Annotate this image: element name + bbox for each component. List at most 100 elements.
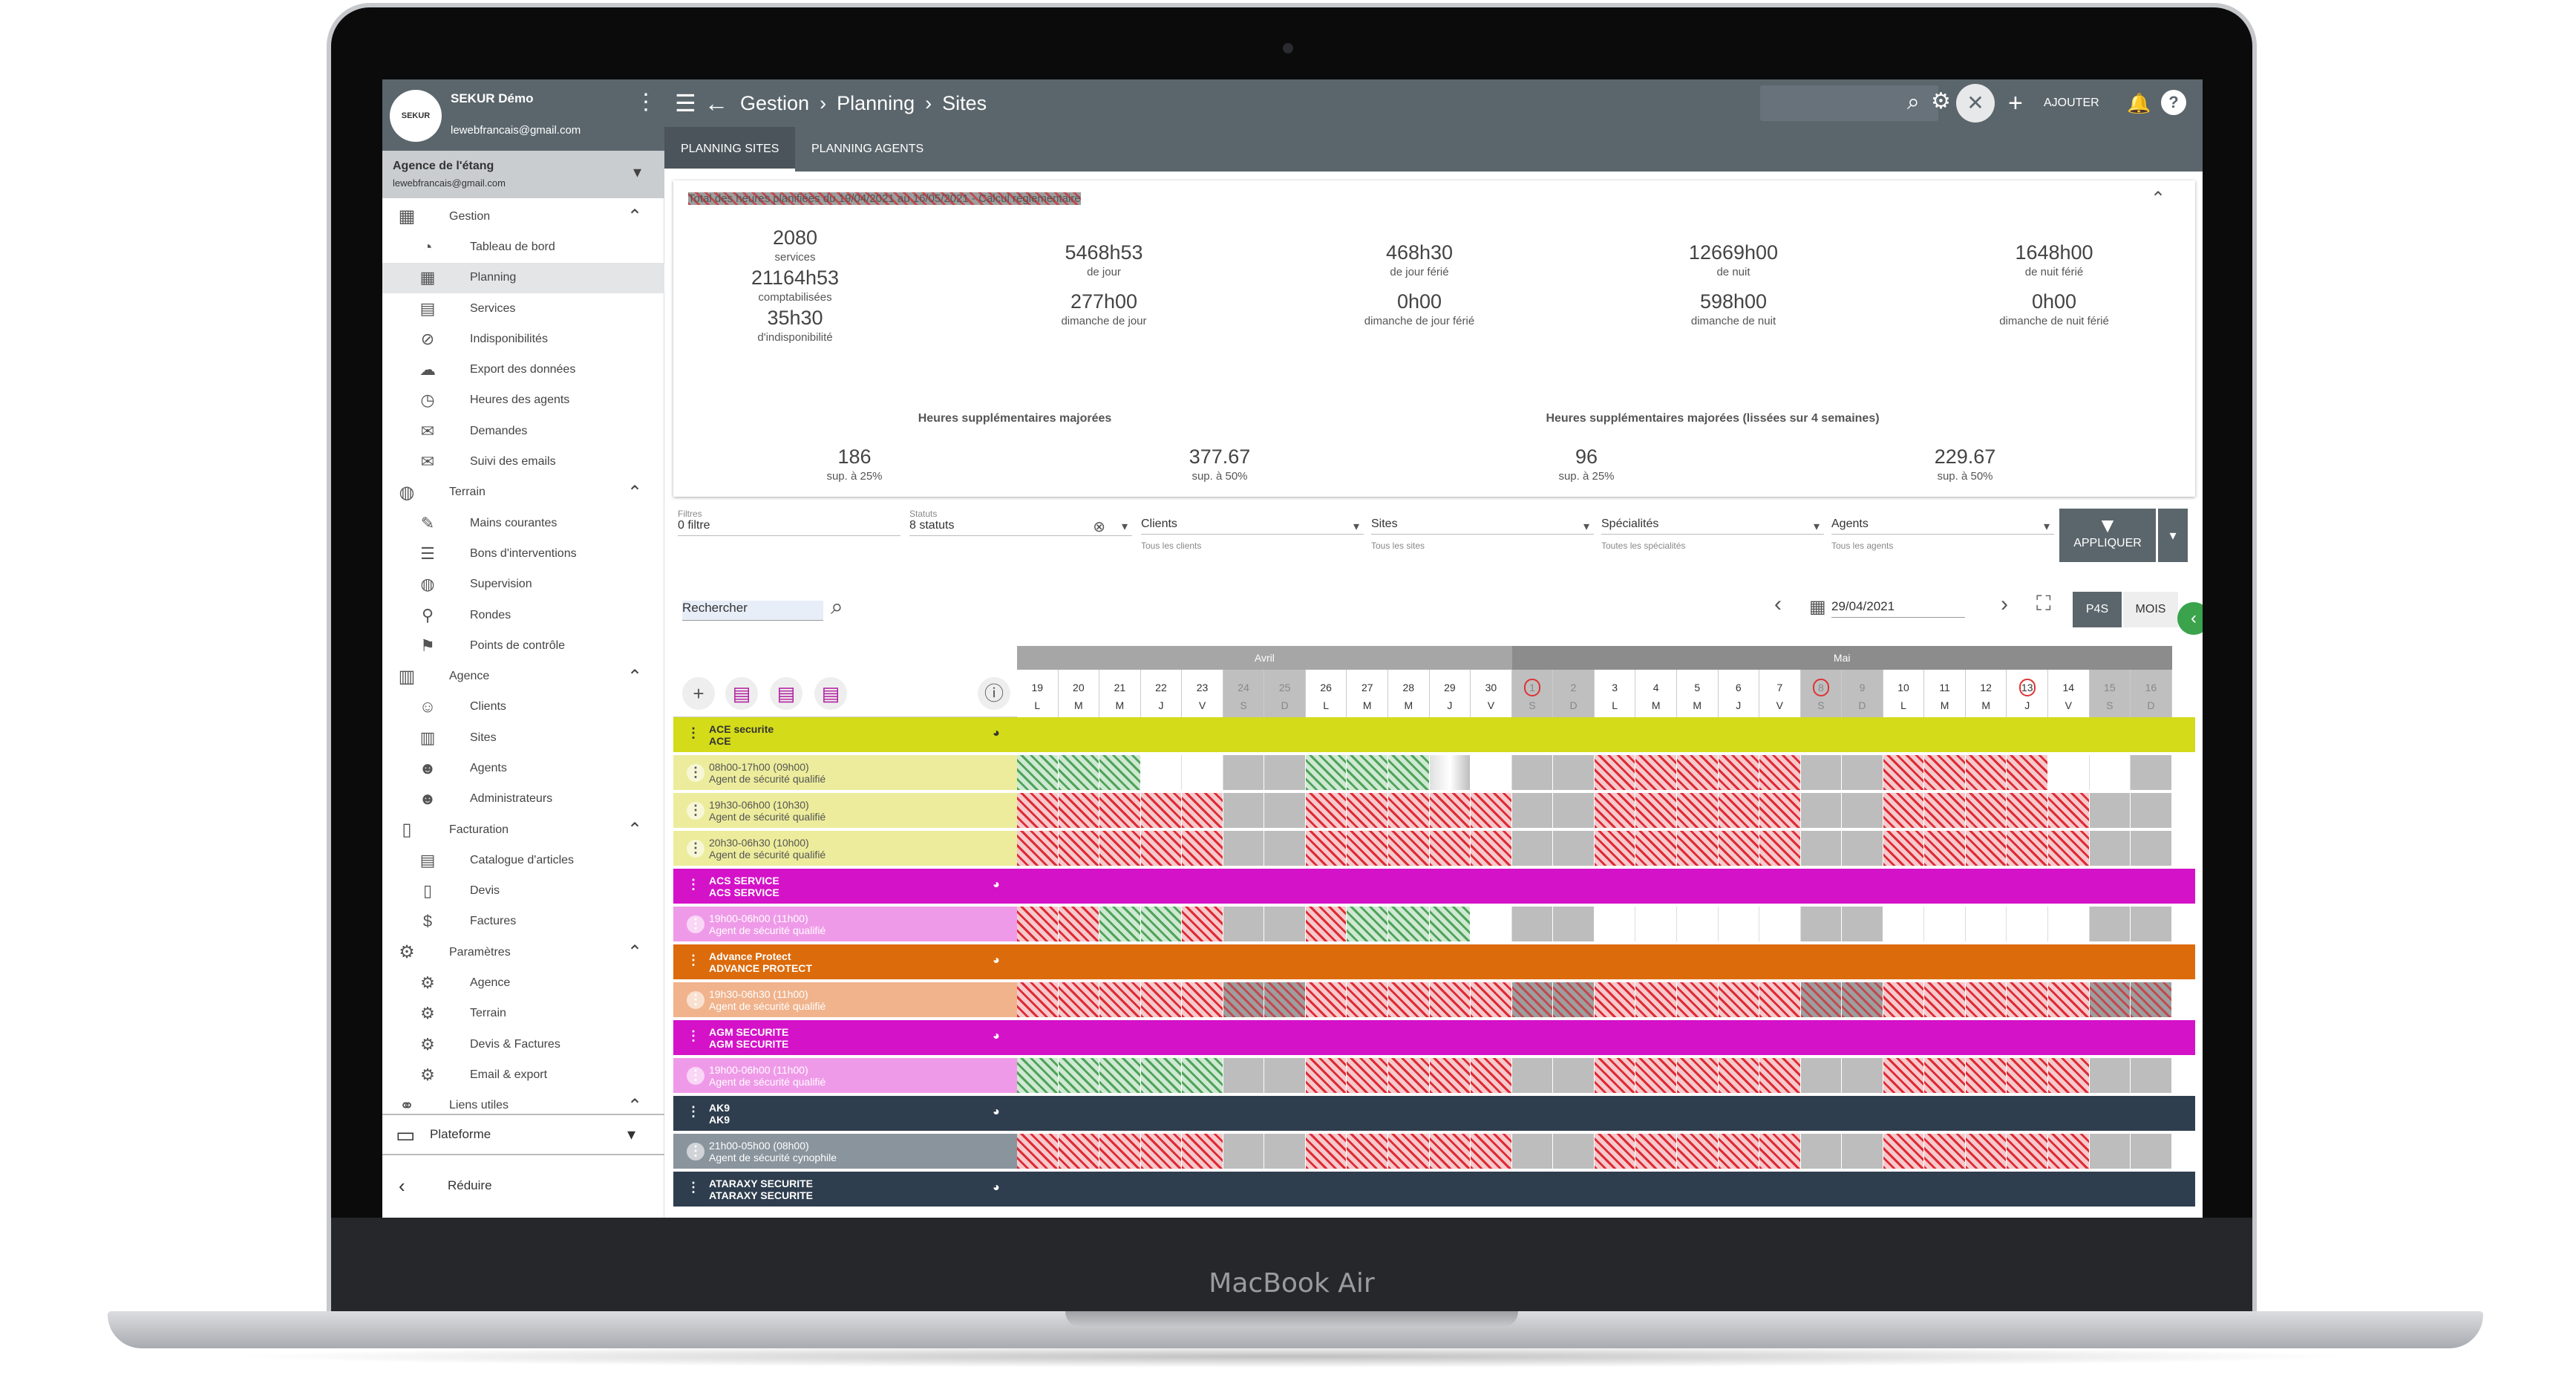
chevron-left-icon[interactable]: ‹ (2177, 602, 2203, 635)
planning-cell[interactable] (1058, 755, 1100, 790)
service-row[interactable]: ⋮ 19h30-06h00 (10h30) Agent de sécurité qu… (673, 793, 2195, 828)
planning-cell[interactable] (1800, 1134, 1843, 1169)
sidebar-item-terrain[interactable]: ◍ Terrain ⌃ (382, 477, 664, 508)
day-column-header[interactable]: 27 M (1347, 670, 1389, 717)
palette-icon[interactable]: ◕ (993, 953, 1000, 967)
planning-cell[interactable] (2089, 907, 2131, 941)
planning-cell[interactable] (1718, 982, 1760, 1017)
sidebar-item-rondes[interactable]: ⚲ Rondes (382, 600, 664, 630)
planning-cell[interactable] (2089, 831, 2131, 866)
planning-cell[interactable] (1924, 982, 1966, 1017)
planning-cell[interactable] (1264, 755, 1306, 790)
sidebar-item-indisponibilit-s[interactable]: ⊘ Indisponibilités (382, 324, 664, 354)
document-icon[interactable]: ▤ (814, 677, 847, 710)
day-column-header[interactable]: 10 L (1883, 670, 1925, 717)
planning-cell[interactable] (1388, 1134, 1430, 1169)
day-column-header[interactable]: 20 M (1059, 670, 1100, 717)
planning-cell[interactable] (2131, 831, 2172, 866)
planning-cell[interactable] (1635, 907, 1677, 941)
planning-cell[interactable] (1388, 755, 1430, 790)
planning-cell[interactable] (1594, 793, 1636, 828)
kebab-icon[interactable]: ⋮ (687, 876, 700, 892)
planning-cell[interactable] (1182, 755, 1223, 790)
planning-cell[interactable] (2007, 755, 2048, 790)
planning-cell[interactable] (1017, 1058, 1059, 1093)
planning-cell[interactable] (1842, 907, 1883, 941)
planning-cell[interactable] (1058, 831, 1100, 866)
help-icon[interactable]: ? (2161, 90, 2186, 115)
planning-cell[interactable] (1800, 793, 1843, 828)
planning-cell[interactable] (1883, 982, 1925, 1017)
planning-cell[interactable] (1594, 755, 1636, 790)
planning-cell[interactable] (1223, 907, 1265, 941)
row-label[interactable]: ⋮ AGM SECURITE AGM SECURITE ◕ (673, 1020, 1017, 1055)
planning-cell[interactable] (1511, 907, 1554, 941)
planning-cell[interactable] (1017, 907, 1059, 941)
planning-cell[interactable] (2007, 793, 2048, 828)
global-search-input[interactable] (1760, 85, 1938, 121)
planning-cell[interactable] (1842, 982, 1883, 1017)
planning-cell[interactable] (1718, 1058, 1760, 1093)
planning-cell[interactable] (1223, 793, 1265, 828)
planning-cell[interactable] (1676, 793, 1719, 828)
day-column-header[interactable]: 29 J (1430, 670, 1471, 717)
planning-cell[interactable] (1842, 793, 1883, 828)
chevron-up-icon[interactable]: ⌃ (2151, 189, 2166, 209)
planning-cell[interactable] (1182, 1058, 1223, 1093)
planning-cell[interactable] (1347, 1134, 1389, 1169)
sidebar-item-supervision[interactable]: ◍ Supervision (382, 569, 664, 600)
sidebar-item-administrateurs[interactable]: ☻ Administrateurs (382, 784, 664, 814)
clients-select[interactable]: Clients Tous les clients ▾ (1141, 509, 1364, 552)
planning-cell[interactable] (1429, 793, 1471, 828)
agency-selector[interactable]: Agence de l'étang lewebfrancais@gmail.co… (382, 151, 664, 198)
planning-cell[interactable] (1429, 907, 1471, 941)
date-input[interactable]: 29/04/2021 (1831, 599, 1965, 618)
planning-cell[interactable] (1471, 1134, 1512, 1169)
tools-icon[interactable]: ✕ (1956, 84, 1995, 123)
planning-cell[interactable] (1718, 831, 1760, 866)
day-column-header[interactable]: 28 M (1388, 670, 1430, 717)
sidebar-item-param-tres[interactable]: ⚙ Paramètres ⌃ (382, 937, 664, 967)
planning-cell[interactable] (1511, 1058, 1554, 1093)
planning-cell[interactable] (1676, 1058, 1719, 1093)
day-column-header[interactable]: 24 S (1223, 670, 1265, 717)
planning-cell[interactable] (1058, 907, 1100, 941)
planning-cell[interactable] (1099, 1058, 1141, 1093)
planning-cell[interactable] (1223, 755, 1265, 790)
planning-cell[interactable] (1347, 907, 1389, 941)
planning-cell[interactable] (1347, 982, 1389, 1017)
planning-cell[interactable] (2007, 982, 2048, 1017)
planning-cell[interactable] (1264, 793, 1306, 828)
planning-cell[interactable] (2007, 1134, 2048, 1169)
planning-cell[interactable] (2131, 793, 2172, 828)
planning-cell[interactable] (1182, 907, 1223, 941)
planning-cell[interactable] (1140, 907, 1183, 941)
planning-cell[interactable] (1223, 982, 1265, 1017)
planning-cell[interactable] (1305, 793, 1347, 828)
planning-cell[interactable] (2007, 907, 2048, 941)
day-column-header[interactable]: 16 D (2131, 670, 2172, 717)
planning-cell[interactable] (2048, 907, 2090, 941)
planning-cell[interactable] (1058, 982, 1100, 1017)
planning-cell[interactable] (1759, 793, 1801, 828)
kebab-icon[interactable]: ⋮ (687, 915, 705, 933)
planning-cell[interactable] (1140, 1058, 1183, 1093)
row-label[interactable]: ⋮ ACS SERVICE ACS SERVICE ◕ (673, 869, 1017, 904)
sidebar-item-catalogue-d-articles[interactable]: ▤ Catalogue d'articles (382, 845, 664, 875)
chevron-up-icon[interactable]: ⌃ (627, 942, 643, 963)
palette-icon[interactable]: ◕ (993, 726, 1000, 740)
planning-cell[interactable] (1471, 793, 1512, 828)
planning-cell[interactable] (2007, 1058, 2048, 1093)
planning-cell[interactable] (2089, 793, 2131, 828)
row-label[interactable]: ⋮ ACE securite ACE ◕ (673, 717, 1017, 752)
day-column-header[interactable]: 21 M (1099, 670, 1141, 717)
planning-cell[interactable] (1264, 907, 1306, 941)
row-label[interactable]: ⋮ Advance Protect ADVANCE PROTECT ◕ (673, 944, 1017, 979)
planning-cell[interactable] (2089, 1058, 2131, 1093)
day-column-header[interactable]: 12 M (1966, 670, 2007, 717)
planning-cell[interactable] (1099, 1134, 1141, 1169)
breadcrumb-item[interactable]: Gestion (740, 91, 810, 114)
planning-cell[interactable] (1058, 1058, 1100, 1093)
